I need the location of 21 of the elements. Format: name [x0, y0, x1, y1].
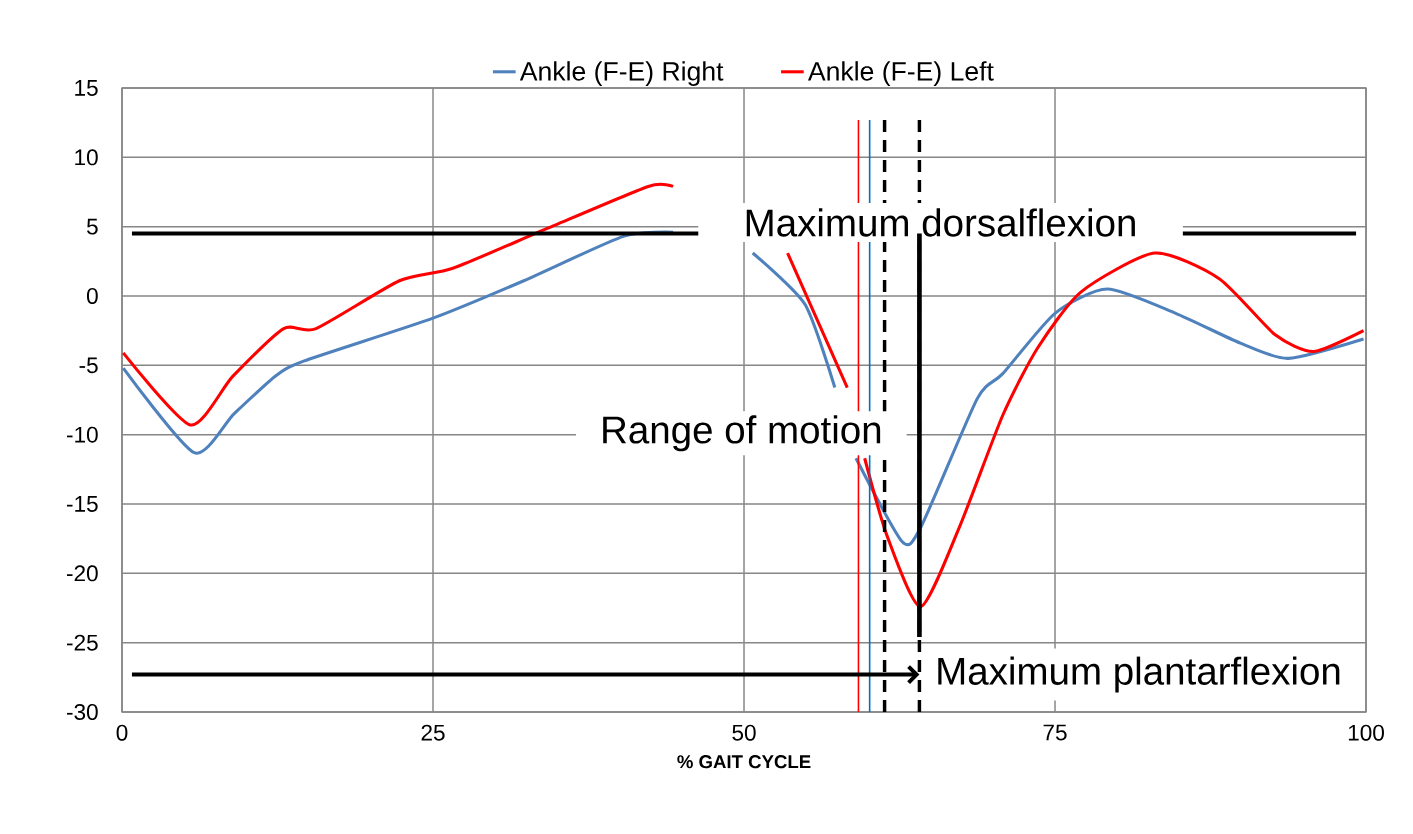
x-tick-label: 50 [732, 724, 756, 741]
y-tick-label: -15 [67, 496, 98, 512]
y-tick-label: -5 [79, 357, 98, 374]
y-tick-label: 10 [75, 149, 98, 166]
y-tick-label: 0 [86, 288, 98, 304]
ref-line-label: Maximum plantarflexion [938, 656, 1340, 693]
legend-label: Ankle (F-E) Right [519, 61, 724, 86]
y-tick-label: -10 [67, 426, 98, 443]
ref-line-label: Maximum dorsalflexion [746, 208, 1135, 237]
x-tick-label: 25 [421, 724, 445, 741]
y-tick-label: -25 [67, 634, 98, 651]
x-tick-label: 100 [1348, 724, 1384, 741]
y-tick-label: -30 [67, 704, 98, 720]
x-tick-label: 75 [1043, 724, 1067, 741]
annotation: Range of motion [603, 415, 881, 452]
y-tick-label: -20 [67, 565, 98, 582]
legend-label: Ankle (F-E) Left [807, 61, 994, 86]
x-axis-title: % GAIT CYCLE [677, 755, 811, 769]
y-tick-label: 15 [75, 80, 98, 96]
y-tick-label: 5 [86, 218, 98, 235]
x-tick-label: 0 [116, 724, 128, 741]
